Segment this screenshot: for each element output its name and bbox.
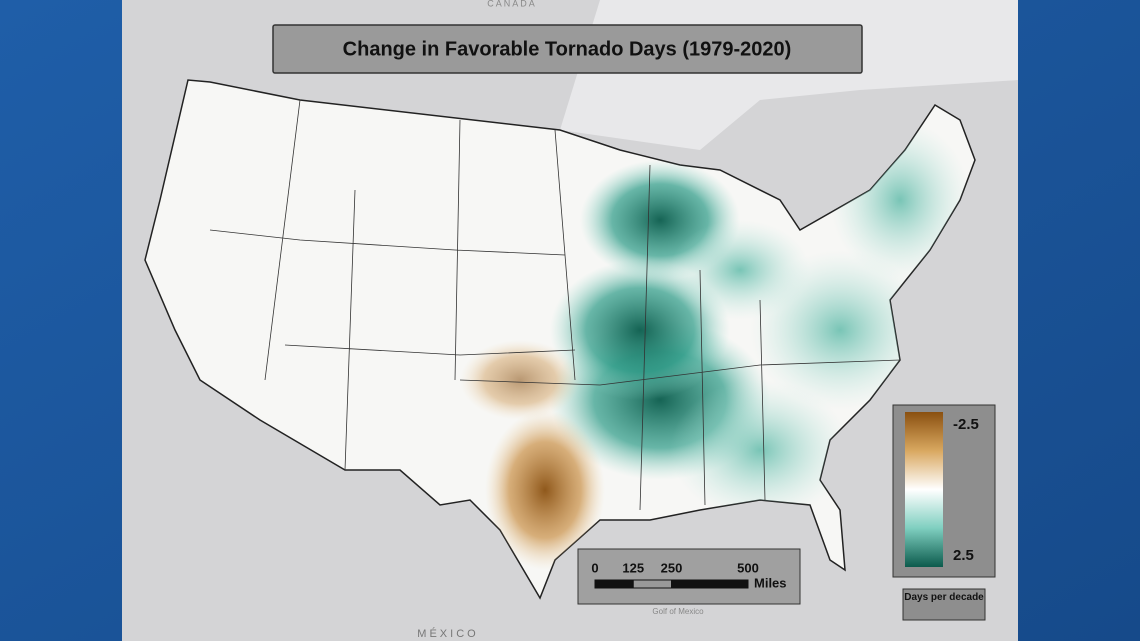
legend-ramp xyxy=(905,412,943,567)
brown-zone xyxy=(485,410,605,570)
state-borders xyxy=(209,99,901,511)
scale-tick-label: 125 xyxy=(622,560,644,575)
place-label: MÉXICO xyxy=(417,627,478,640)
legend-caption-box xyxy=(902,588,986,621)
scale-tick-label: 250 xyxy=(661,560,683,575)
scale-tick-label: 0 xyxy=(591,560,598,575)
scale-segment xyxy=(632,579,672,589)
scale-segment xyxy=(671,579,749,589)
place-label: Golf of Mexico xyxy=(652,607,704,616)
title-box xyxy=(272,24,863,74)
legend-label: -2.5 xyxy=(953,416,979,433)
green-zone xyxy=(670,380,850,520)
tornado-change-field xyxy=(460,120,970,570)
legend-label: 2.5 xyxy=(953,547,974,564)
place-label: CANADA xyxy=(487,0,537,8)
legend-caption: Days per decade xyxy=(904,592,984,603)
scale-tick-label: 500 xyxy=(737,560,759,575)
brown-zone xyxy=(460,340,580,420)
legend-caption-wrap: Days per decade xyxy=(904,592,984,603)
scale-segment xyxy=(594,579,634,589)
scale-unit: Miles xyxy=(754,575,787,590)
green-zone xyxy=(670,220,810,320)
map-title: Change in Favorable Tornado Days (1979-2… xyxy=(343,38,792,60)
scale-box xyxy=(577,548,801,605)
